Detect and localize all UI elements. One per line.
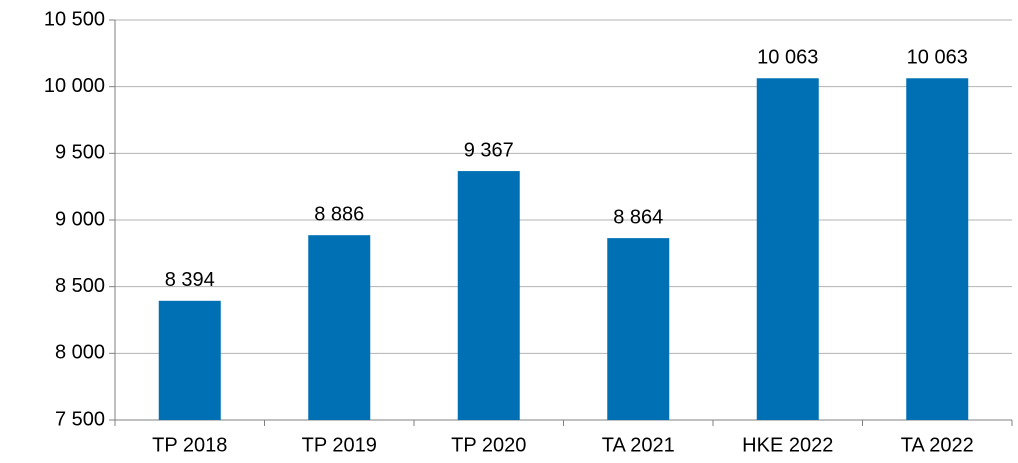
y-tick-label: 8 500	[55, 275, 105, 297]
data-label: 8 864	[613, 206, 663, 228]
bar	[457, 171, 520, 420]
bar	[906, 78, 969, 421]
y-tick-label: 7 500	[55, 408, 105, 430]
bar	[607, 238, 670, 420]
data-label: 9 367	[464, 139, 514, 161]
data-label: 8 886	[314, 203, 364, 225]
y-tick-label: 10 500	[44, 8, 105, 30]
y-tick-label: 9 500	[55, 142, 105, 164]
bar	[756, 78, 819, 421]
data-label: 8 394	[165, 269, 215, 291]
x-tick-label: TA 2022	[901, 434, 974, 456]
x-tick-label: TA 2021	[602, 434, 675, 456]
y-tick-label: 9 000	[55, 208, 105, 230]
y-tick-label: 10 000	[44, 75, 105, 97]
x-tick-label: TP 2019	[302, 434, 377, 456]
y-tick-label: 8 000	[55, 342, 105, 364]
data-label: 10 063	[757, 47, 818, 69]
x-tick-label: TP 2020	[451, 434, 526, 456]
x-tick-label: TP 2018	[152, 434, 227, 456]
bar	[308, 235, 371, 420]
data-label: 10 063	[907, 47, 968, 69]
bar	[158, 300, 221, 420]
x-tick-label: HKE 2022	[742, 434, 833, 456]
